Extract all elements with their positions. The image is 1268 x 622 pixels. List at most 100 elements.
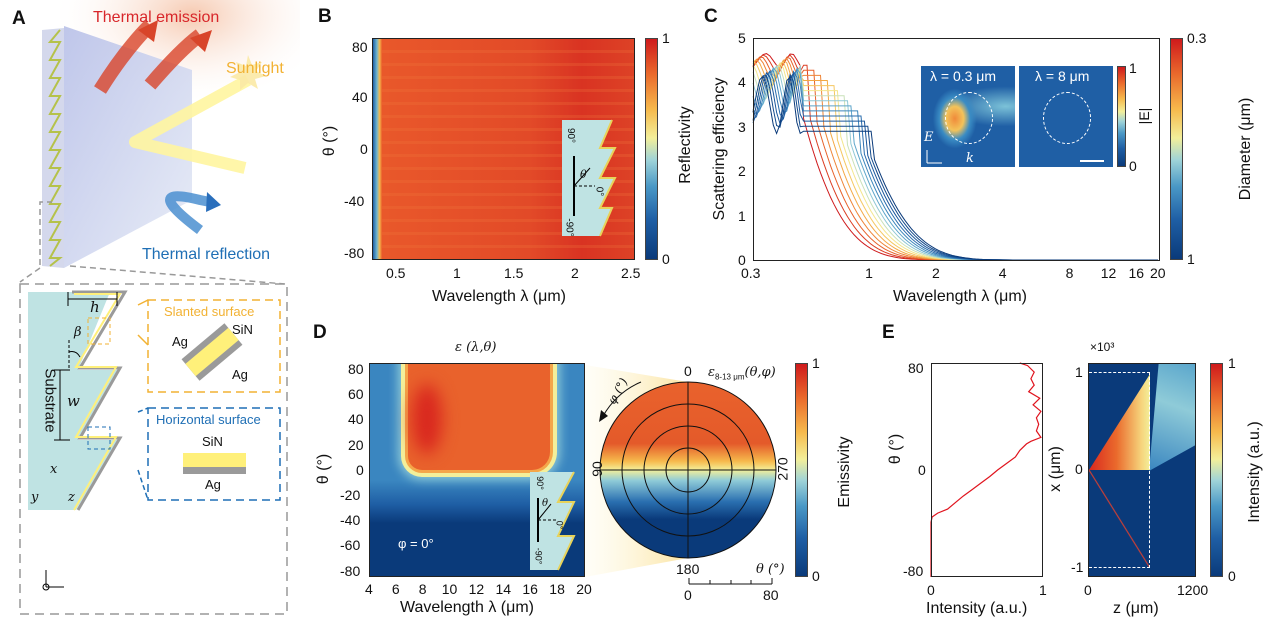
polar-theta-label: θ (°) (756, 562, 785, 577)
d-xtick: 8 (418, 581, 427, 597)
beam-upper-fan (1149, 364, 1195, 471)
horizontal-ag-layer (183, 467, 246, 474)
e-right-xtick-0: 0 (1084, 582, 1092, 598)
c-xtick: 12 (1100, 265, 1117, 281)
polar-angle-0: 0 (684, 363, 692, 379)
zoom-connector-left (19, 267, 41, 283)
b-xlabel: Wavelength λ (μm) (432, 288, 566, 305)
axis-x-label: x (50, 462, 58, 477)
d-ytick: 40 (348, 411, 364, 428)
polar-angle-180: 180 (676, 561, 700, 577)
d-inset-minus90: -90° (533, 547, 544, 565)
c-ytick: 3 (738, 118, 746, 135)
b-ytick: 80 (352, 39, 368, 55)
zoom-box-small (39, 201, 52, 265)
reflection-arrow (165, 191, 211, 234)
e-cbar-min: 0 (1228, 568, 1236, 584)
e-cbar-label: Intensity (a.u.) (1246, 421, 1263, 523)
e-right-xtick-1200: 1200 (1177, 582, 1209, 598)
c-cbar-top: 0.3 (1187, 30, 1207, 46)
e-left-ytick-80: 80 (908, 360, 924, 376)
panel-a-illustration (19, 0, 300, 615)
polar-title: ε8-13 μm(θ,φ) (708, 364, 776, 382)
c-ytick: 2 (738, 163, 746, 180)
inset1-title: λ = 0.3 μm (930, 68, 997, 84)
polar-title-sub: 8-13 μm (714, 372, 745, 382)
field-cbar-min: 0 (1129, 158, 1137, 174)
sunlight-label: Sunlight (226, 60, 284, 77)
panel-d-label: D (313, 322, 327, 343)
polar-angle-90: 90 (588, 461, 605, 477)
c-ytick: 4 (738, 74, 746, 91)
e-left-ylabel: θ (°) (887, 433, 904, 465)
inset-frame (19, 283, 288, 615)
e-left-frame (931, 363, 1043, 577)
c-xtick: 4 (998, 265, 1007, 281)
horizontal-sin-layer (183, 453, 246, 467)
b-xtick: 2 (571, 265, 579, 281)
e-cbar-max: 1 (1228, 355, 1236, 371)
d-xtick: 6 (391, 581, 400, 597)
thermal-reflection-label: Thermal reflection (142, 246, 271, 263)
field-cbar-max: 1 (1129, 60, 1137, 76)
d-xtick: 14 (495, 581, 512, 597)
axis-y-label: y (31, 490, 39, 505)
c-cbar-label: Diameter (μm) (1237, 97, 1254, 201)
thermal-emission-label: Thermal emission (93, 9, 220, 26)
d-ytick: 80 (348, 361, 364, 377)
b-cbar-label: Reflectivity (677, 106, 694, 184)
axes-icon (42, 570, 64, 591)
b-cbar-min: 0 (662, 251, 670, 267)
slanted-ag-label-1: Ag (172, 334, 188, 349)
zoom-connector-right (69, 265, 286, 285)
field-colorbar (1117, 66, 1126, 167)
intensity-colorbar (1210, 363, 1223, 577)
d-ytick: 60 (348, 386, 364, 403)
slanted-box (147, 299, 281, 393)
c-ytick: 1 (738, 207, 746, 224)
panel-c-label: C (704, 6, 718, 27)
film-side (42, 28, 64, 268)
slanted-zoom-marker (87, 317, 111, 345)
polar-title-symbol: ε (708, 365, 715, 380)
d-ytick: 0 (356, 461, 364, 478)
coating-sin (73, 293, 122, 511)
inset-k-label: k (966, 151, 974, 166)
polar-emissivity (585, 365, 777, 585)
particle-outline-1 (945, 92, 993, 144)
d-ytick: 20 (348, 436, 364, 453)
c-xtick: 1 (865, 265, 873, 281)
b-xtick: 1 (453, 265, 461, 281)
b-cbar-max: 1 (662, 30, 670, 46)
inset-90-label: 90° (565, 127, 577, 144)
b-xtick: 0.5 (386, 265, 406, 281)
emissivity-peak (412, 384, 442, 454)
slanted-layers (181, 323, 243, 381)
horizontal-ag-label: Ag (205, 477, 221, 492)
polar-grid (599, 381, 777, 559)
d-ytick: -80 (340, 562, 361, 579)
inset-theta-label: θ (580, 168, 587, 181)
polar-title-args: (θ,φ) (744, 365, 776, 380)
diameter-colorbar (1170, 38, 1183, 260)
emission-arrow-1-head (138, 20, 158, 42)
panel-b-label: B (318, 6, 332, 27)
particle-outline-2 (1043, 92, 1091, 144)
e-left-ytick-0: 0 (918, 462, 926, 478)
e-right-multiplier: ×10³ (1090, 340, 1115, 354)
slanted-ag-label-2: Ag (232, 367, 248, 382)
phi-arrowhead (599, 410, 608, 422)
c-ytick: 5 (738, 30, 746, 46)
reflection-arrow-head (206, 192, 221, 212)
polar-theta-tick-80: 80 (763, 587, 779, 603)
beta-arc (68, 351, 81, 358)
horizontal-title: Horizontal surface (156, 412, 261, 427)
reflectivity-colorbar (645, 38, 658, 260)
c-xtick: 20 (1150, 265, 1166, 281)
d-xtick: 18 (549, 581, 565, 597)
d-cbar-label: Emissivity (836, 436, 853, 508)
d-ylabel: θ (°) (315, 453, 332, 485)
d-inset-90: 90° (534, 476, 545, 490)
b-ytick: 0 (360, 141, 368, 157)
field-cbar-label: |E| (1136, 107, 1152, 125)
